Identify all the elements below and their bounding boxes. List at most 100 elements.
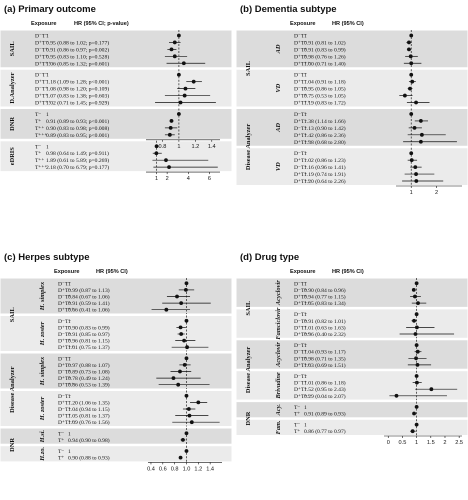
segment-band bbox=[0, 390, 232, 427]
exposure-label: D⁺T⁺⁺ bbox=[294, 178, 310, 185]
hr-point bbox=[414, 356, 418, 361]
hr-text: 1.20 (1.06 to 1.35) bbox=[68, 399, 110, 406]
hr-point bbox=[419, 132, 424, 137]
segment-border bbox=[235, 339, 468, 370]
subgroup-label: H. zoster bbox=[39, 321, 46, 346]
segment-border bbox=[235, 147, 468, 186]
hr-point bbox=[185, 345, 189, 350]
group-label: SAIL bbox=[9, 307, 16, 322]
hr-text: 0.98 (0.76 to 1.26) bbox=[304, 53, 346, 60]
segment-border bbox=[0, 445, 233, 463]
header-exposure: Exposure bbox=[290, 21, 316, 27]
hr-text: 1.16 (0.96 to 1.41) bbox=[304, 164, 346, 171]
x-tick-label: 2 bbox=[443, 440, 446, 446]
segment-band bbox=[236, 278, 468, 308]
hr-text: 1 bbox=[68, 281, 71, 287]
hr-text: 0.96 (0.81 to 1.15) bbox=[68, 338, 110, 345]
hr-text: 0.95 (0.86 to 1.05) bbox=[304, 86, 346, 93]
exposure-label: T⁻ bbox=[35, 144, 41, 150]
hr-point bbox=[184, 318, 189, 323]
exposure-label: D⁺T⁻ bbox=[294, 157, 307, 164]
hr-text: 1 bbox=[304, 374, 307, 380]
segment-band bbox=[0, 445, 232, 462]
exposure-label: D⁺T⁻ bbox=[35, 39, 48, 46]
panel-title: (c) Herpes subtype bbox=[4, 252, 90, 263]
hr-text: 1 bbox=[304, 281, 307, 287]
hr-point bbox=[429, 387, 434, 392]
x-tick-label: 0.6 bbox=[159, 466, 167, 472]
hr-point bbox=[408, 54, 413, 59]
hr-text: 0.90 (0.88 to 0.93) bbox=[68, 455, 110, 462]
x-tick-label: 4 bbox=[187, 176, 190, 182]
exposure-label: D⁺T⁺ bbox=[294, 294, 307, 301]
exposure-label: D⁺T⁺⁺ bbox=[294, 60, 310, 67]
subgroup-label: Acyclovir bbox=[275, 342, 282, 368]
segment-border bbox=[0, 315, 233, 352]
segment-border bbox=[0, 140, 233, 173]
hr-point bbox=[176, 112, 181, 116]
hr-text: 0.91 (0.83 to 0.99) bbox=[304, 46, 346, 53]
segment-band bbox=[0, 30, 232, 68]
hr-point bbox=[191, 79, 196, 84]
exposure-label: D⁻T⁺ bbox=[294, 125, 307, 132]
segment-border bbox=[235, 308, 468, 339]
exposure-label: D⁺T⁻ bbox=[58, 287, 71, 294]
hr-point bbox=[154, 151, 159, 156]
group-label: DNR bbox=[9, 438, 16, 452]
hr-text: 0.96 (0.40 to 2.32) bbox=[304, 331, 346, 338]
hr-point bbox=[176, 33, 181, 38]
hr-text: 2.18 (0.70 to 6.79; p=0.177) bbox=[46, 164, 109, 171]
exposure-label: D⁻T⁺ bbox=[58, 294, 71, 301]
exposure-label: D⁺T⁺ bbox=[294, 386, 307, 393]
exposure-label: T⁺⁺ bbox=[35, 125, 44, 132]
hr-text: 1 bbox=[68, 431, 71, 437]
exposure-label: D⁻T⁺ bbox=[294, 46, 307, 53]
segment-band bbox=[236, 69, 468, 107]
group-label: DNR bbox=[245, 411, 252, 425]
exposure-label: D⁺T⁺ bbox=[294, 324, 307, 331]
exposure-label: D⁺T⁺⁺ bbox=[35, 100, 51, 107]
exposure-label: D⁻T⁺ bbox=[294, 349, 307, 356]
hr-text: 1.04 (0.94 to 1.15) bbox=[68, 406, 110, 413]
panel-b: (b) Dementia subtype Exposure HR (95% CI) S… bbox=[235, 4, 468, 196]
hr-point bbox=[394, 393, 399, 398]
hr-point bbox=[409, 112, 414, 116]
hr-text: 1.01 (0.63 to 1.63) bbox=[304, 324, 346, 331]
hr-point bbox=[168, 125, 173, 130]
exposure-label: D⁻T⁻ bbox=[294, 112, 307, 118]
exposure-label: D⁻T⁻ bbox=[35, 33, 48, 39]
hr-text: 1.04 (0.91 to 1.18) bbox=[304, 79, 346, 86]
segment-band bbox=[236, 370, 468, 401]
hr-text: 1 bbox=[304, 151, 307, 157]
hr-text: 1 bbox=[46, 112, 49, 118]
hr-point bbox=[169, 119, 174, 123]
hr-text: 0.90 (0.83 to 0.99) bbox=[68, 324, 110, 331]
hr-point bbox=[412, 125, 417, 130]
exposure-label: T⁻ bbox=[294, 405, 300, 411]
exposure-label: D⁻T⁺ bbox=[294, 86, 307, 93]
exposure-label: T⁺⁺ bbox=[35, 157, 44, 164]
hr-point bbox=[415, 349, 420, 354]
segment-band bbox=[0, 278, 232, 314]
subgroup-label: Acyclovir bbox=[275, 280, 282, 306]
hr-point bbox=[409, 61, 414, 66]
subgroup-label: H. zoster bbox=[39, 396, 46, 421]
hr-text: 0.29 (0.04 to 2.07) bbox=[304, 393, 346, 400]
panel-d: (d) Drug type Exposure HR (95% CI) SAIL Dise… bbox=[235, 252, 468, 446]
exposure-label: D⁻T⁺ bbox=[58, 331, 71, 338]
segment-band bbox=[236, 419, 468, 436]
exposure-label: D⁺T⁻ bbox=[294, 118, 307, 125]
exposure-label: T⁺⁺⁺ bbox=[35, 164, 47, 171]
segment-border bbox=[235, 108, 468, 147]
x-tick-label: 0 bbox=[387, 440, 390, 446]
hr-point bbox=[407, 47, 411, 52]
exposure-label: D⁻T⁻ bbox=[294, 73, 307, 79]
hr-text: 0.91 (0.59 to 1.41) bbox=[68, 300, 110, 307]
exposure-label: D⁺T⁺ bbox=[58, 375, 71, 382]
exposure-label: D⁻T⁺ bbox=[35, 86, 48, 93]
header-hr: HR (95% CI; p-value) bbox=[74, 21, 129, 27]
subgroup-label: H.zo. bbox=[39, 446, 46, 461]
exposure-label: T⁺ bbox=[58, 455, 64, 462]
hr-point bbox=[402, 93, 407, 98]
hr-text: 0.98 (0.71 to 1.35) bbox=[304, 355, 346, 362]
